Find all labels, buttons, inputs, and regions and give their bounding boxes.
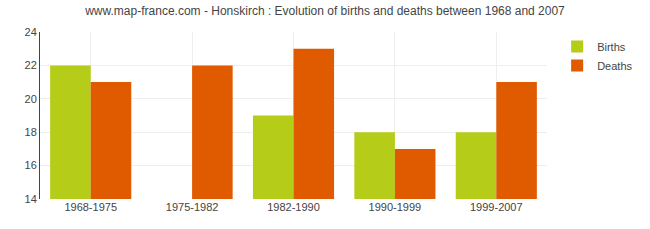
svg-text:1999-2007: 1999-2007 xyxy=(470,201,523,213)
svg-text:1975-1982: 1975-1982 xyxy=(166,201,219,213)
svg-text:18: 18 xyxy=(25,126,37,138)
svg-text:Deaths: Deaths xyxy=(597,60,632,72)
svg-text:22: 22 xyxy=(25,59,37,71)
svg-text:20: 20 xyxy=(25,93,37,105)
svg-text:Births: Births xyxy=(597,41,626,53)
svg-text:www.map-france.com - Honskirch: www.map-france.com - Honskirch : Evoluti… xyxy=(84,4,565,18)
svg-text:1982-1990: 1982-1990 xyxy=(267,201,320,213)
svg-text:16: 16 xyxy=(25,159,37,171)
svg-text:14: 14 xyxy=(25,193,37,205)
svg-text:24: 24 xyxy=(25,26,37,38)
svg-text:1968-1975: 1968-1975 xyxy=(64,201,117,213)
svg-text:1990-1999: 1990-1999 xyxy=(369,201,422,213)
